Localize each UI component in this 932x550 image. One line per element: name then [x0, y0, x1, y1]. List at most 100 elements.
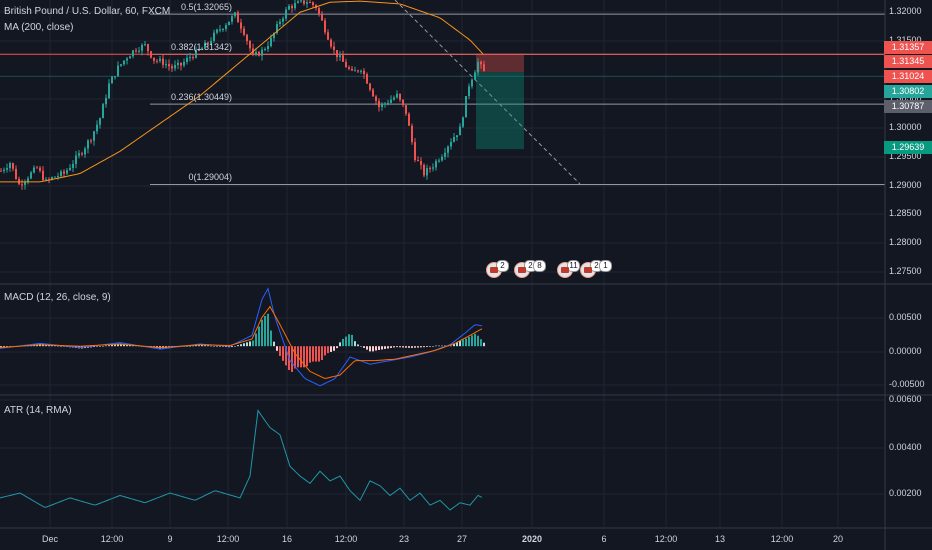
- flag-icon[interactable]: 11: [557, 260, 580, 278]
- candle-body: [183, 61, 185, 66]
- candle-body: [12, 163, 14, 169]
- macd-histogram-bar: [126, 344, 128, 347]
- candle-body: [453, 137, 455, 142]
- atr-tick-label: 0.00600: [889, 394, 922, 404]
- grid: [0, 0, 885, 527]
- candle-body: [465, 96, 467, 118]
- candle-body: [318, 7, 320, 14]
- macd-histogram-bar: [189, 345, 191, 347]
- macd-histogram-bar: [378, 346, 380, 351]
- candle-body: [303, 0, 305, 4]
- macd-histogram-bar: [312, 346, 314, 362]
- macd-histogram-bar: [315, 346, 317, 362]
- candlestick-series: [0, 0, 485, 190]
- candle-body: [195, 49, 197, 58]
- macd-histogram-bar: [225, 346, 227, 347]
- macd-histogram-bar: [222, 346, 224, 347]
- candle-body: [480, 61, 482, 65]
- candle-body: [267, 46, 269, 49]
- macd-histogram-bar: [303, 346, 305, 368]
- candle-body: [174, 65, 176, 69]
- candle-body: [456, 135, 458, 138]
- macd-histogram-bar: [255, 333, 257, 347]
- candle-body: [354, 70, 356, 72]
- candle-body: [474, 72, 476, 80]
- candle-body: [141, 44, 143, 51]
- candle-body: [198, 49, 200, 51]
- ma-legend[interactable]: MA (200, close): [4, 22, 74, 33]
- economic-event-group[interactable]: 11: [557, 260, 580, 278]
- macd-histogram-bar: [63, 346, 65, 347]
- macd-histogram-bar: [393, 346, 395, 348]
- candle-body: [231, 16, 233, 22]
- price-scale-label: 1.31024: [884, 70, 932, 83]
- candle-body: [342, 55, 344, 62]
- candle-body: [360, 70, 362, 72]
- candle-body: [153, 57, 155, 61]
- macd-histogram-bar: [252, 340, 254, 347]
- candle-body: [36, 167, 38, 169]
- atr-legend[interactable]: ATR (14, RMA): [4, 405, 72, 416]
- macd-histogram-bar: [276, 346, 278, 351]
- macd-histogram-bar: [213, 346, 215, 347]
- macd-histogram-bar: [336, 346, 338, 349]
- candle-body: [288, 5, 290, 10]
- macd-histogram-bar: [246, 342, 248, 347]
- candle-body: [39, 167, 41, 171]
- candle-body: [390, 99, 392, 103]
- candle-body: [3, 169, 5, 171]
- long-short-position-tool[interactable]: [476, 53, 524, 150]
- time-tick-label: 20: [832, 534, 844, 544]
- macd-histogram-bar: [330, 346, 332, 352]
- macd-histogram-bar: [453, 343, 455, 347]
- candle-body: [96, 124, 98, 132]
- event-count-badge: 8: [533, 260, 546, 272]
- macd-histogram-bar: [426, 346, 428, 348]
- macd-histogram-bar: [60, 346, 62, 347]
- candle-body: [27, 178, 29, 182]
- macd-histogram-bar: [438, 345, 440, 347]
- candle-body: [210, 40, 212, 44]
- candle-body: [432, 167, 434, 169]
- candle-body: [45, 179, 47, 181]
- macd-histogram-bar: [462, 339, 464, 347]
- candle-body: [162, 58, 164, 65]
- price-scale-label: 1.31345: [884, 55, 932, 68]
- price-tick-label: 1.27500: [889, 266, 922, 276]
- candle-body: [66, 170, 68, 174]
- candle-body: [411, 125, 413, 143]
- candle-body: [63, 171, 65, 174]
- macd-histogram-bar: [414, 346, 416, 348]
- candle-body: [168, 64, 170, 67]
- symbol-legend[interactable]: British Pound / U.S. Dollar, 60, FXCM: [4, 6, 171, 17]
- macd-histogram-bar: [57, 345, 59, 347]
- macd-histogram-bar: [402, 346, 404, 348]
- macd-histogram-bar: [351, 334, 353, 347]
- candle-body: [120, 64, 122, 66]
- candle-body: [6, 168, 8, 170]
- price-tick-label: 1.32000: [889, 6, 922, 16]
- candle-body: [333, 46, 335, 51]
- macd-histogram-bar: [327, 346, 329, 354]
- economic-event-group[interactable]: 2: [486, 260, 509, 278]
- flag-icon[interactable]: 2: [486, 260, 509, 278]
- macd-histogram-bar: [417, 346, 419, 348]
- macd-histogram-bar: [273, 341, 275, 347]
- macd-histogram-bar: [363, 346, 365, 348]
- macd-histogram-bar: [480, 339, 482, 347]
- candle-body: [327, 32, 329, 40]
- macd-histogram-bar: [96, 346, 98, 347]
- price-tick-label: 1.30000: [889, 122, 922, 132]
- macd-histogram-bar: [279, 346, 281, 356]
- fib-level-label: 0.5(1.32065): [180, 2, 232, 13]
- candle-body: [312, 2, 314, 6]
- macd-legend[interactable]: MACD (12, 26, close, 9): [4, 292, 111, 303]
- candle-body: [339, 55, 341, 58]
- candle-body: [216, 29, 218, 33]
